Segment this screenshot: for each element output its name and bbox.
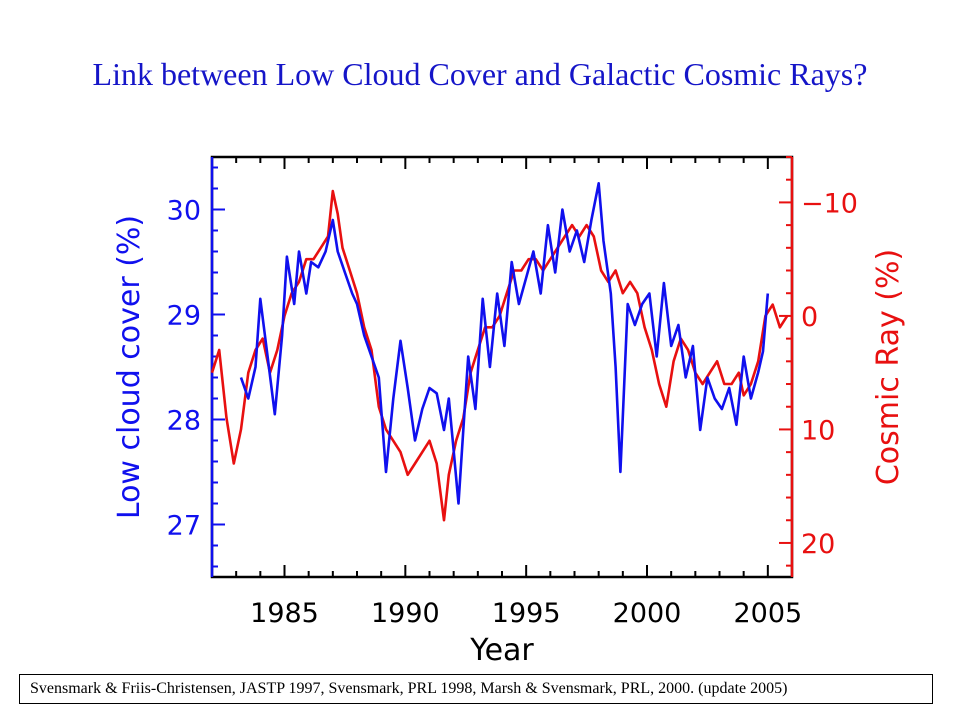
y-right-tick-label: 10 [801,415,835,446]
y-left-tick-label: 30 [167,196,201,227]
low-cloud-cover-line [239,182,770,505]
axis-ticks [210,156,794,577]
page-title: Link between Low Cloud Cover and Galacti… [92,56,868,92]
y-axis-left-title: Low cloud cover (%) [112,215,147,519]
x-tick-label: 2005 [733,598,802,629]
y-right-tick-label: 0 [801,302,818,333]
series-layer [210,182,789,522]
x-tick-label: 1990 [371,598,440,629]
x-tick-label: 2000 [613,598,682,629]
y-right-tick-label: −10 [801,188,858,219]
tick-labels: 1985 1990 1995 2000 2005 27 28 29 30 −10 0 10 20 [167,188,858,629]
plot-frame [210,155,794,579]
y-right-tick-label: 20 [801,529,835,560]
y-axis-right-title: Cosmic Ray (%) [871,249,906,485]
x-axis-title: Year [469,633,534,668]
citation-text: Svensmark & Friis-Christensen, JASTP 199… [30,680,788,697]
x-tick-label: 1995 [492,598,561,629]
citation-box: Svensmark & Friis-Christensen, JASTP 199… [19,674,933,704]
x-tick-label: 1985 [250,598,319,629]
cosmic-ray-line [210,189,789,522]
y-left-tick-label: 29 [167,301,201,332]
y-left-tick-label: 27 [167,511,201,542]
y-left-tick-label: 28 [167,406,201,437]
